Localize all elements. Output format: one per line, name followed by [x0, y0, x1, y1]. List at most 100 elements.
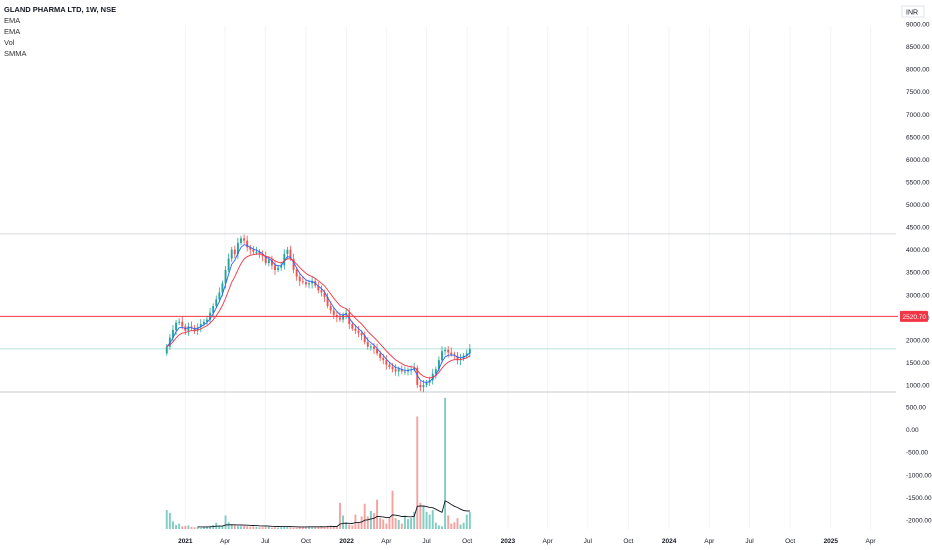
candle-body — [354, 328, 357, 331]
candle-body — [376, 348, 379, 354]
time-tick-label: Jul — [584, 538, 593, 545]
candle-body — [385, 360, 388, 365]
candle-body — [357, 330, 360, 334]
time-tick-label: 2024 — [662, 538, 677, 545]
candle-body — [338, 317, 341, 320]
volume-smma-line — [197, 500, 470, 528]
price-tick-label: 4500.00 — [906, 225, 930, 232]
volume-bar — [382, 519, 385, 529]
candle-body — [261, 254, 264, 257]
candle-body — [434, 369, 437, 374]
volume-bar — [453, 522, 456, 529]
candle-body — [286, 249, 289, 255]
volume-bar — [326, 525, 329, 529]
legend-ema-1[interactable]: EMA — [4, 16, 21, 25]
time-tick-label: Oct — [301, 538, 311, 545]
candle-body — [441, 351, 443, 361]
candle-body — [240, 238, 242, 243]
volume-bar — [450, 523, 453, 529]
candle-body — [199, 324, 202, 328]
volume-bar — [230, 524, 233, 529]
candle-body — [369, 346, 372, 348]
candle-body — [382, 357, 385, 361]
volume-bar — [252, 526, 255, 529]
volume-bar — [221, 525, 224, 529]
volume-bar — [301, 526, 304, 529]
price-markers: 2520.70 — [0, 310, 928, 322]
legend-smma[interactable]: SMMA — [4, 49, 27, 58]
legend-vol[interactable]: Vol — [4, 38, 15, 47]
volume-bar — [338, 502, 341, 529]
time-tick-label: Apr — [865, 538, 876, 545]
volume-bar — [295, 527, 298, 529]
legend-ema-2[interactable]: EMA — [4, 27, 21, 36]
volume-bar — [317, 526, 320, 529]
price-tick-label: 8000.00 — [906, 67, 930, 74]
volume-bar — [311, 527, 314, 529]
volume-bar — [202, 527, 205, 529]
volume-tick-label: -1000.00 — [906, 472, 932, 479]
volume-bar — [258, 527, 261, 529]
candle-body — [270, 259, 273, 266]
volume-tick-label: -2000.00 — [906, 518, 932, 525]
candle-body — [165, 346, 168, 354]
volume-bar — [286, 526, 289, 529]
volume-bar — [391, 490, 394, 529]
currency-box[interactable] — [901, 5, 925, 18]
candle-body — [246, 240, 249, 248]
candle-body — [196, 327, 199, 331]
time-tick-label: 2023 — [501, 538, 516, 545]
candle-body — [255, 251, 258, 253]
candle-body — [292, 258, 295, 270]
volume-bar — [459, 524, 462, 529]
price-tick-label: 3500.00 — [906, 270, 930, 277]
candle-body — [274, 265, 276, 270]
volume-bar — [274, 527, 276, 529]
volume-bar — [366, 516, 369, 529]
volume-bar — [298, 527, 301, 529]
volume-bar — [187, 525, 190, 529]
volume-bar — [369, 510, 372, 529]
candle-body — [413, 367, 416, 370]
volume-bar — [376, 499, 379, 529]
time-tick-label: Jul — [422, 538, 431, 545]
volume-bar — [447, 515, 450, 529]
candle-body — [342, 315, 345, 320]
volume-bar — [178, 523, 181, 529]
volume-bar — [264, 527, 267, 529]
volume-bar — [240, 526, 242, 529]
volume-tick-label: 500.00 — [906, 405, 926, 412]
candle-body — [373, 346, 375, 349]
price-marker-label: 2520.70 — [903, 314, 927, 321]
candle-body — [394, 369, 397, 372]
price-tick-label: 5000.00 — [906, 202, 930, 209]
volume-bar — [249, 526, 252, 529]
candle-body — [437, 360, 440, 370]
volume-bar — [246, 526, 249, 529]
time-tick-label: 2022 — [339, 538, 354, 545]
candle-body — [224, 269, 227, 284]
candle-body — [468, 348, 471, 354]
price-marker-badge — [900, 310, 928, 322]
volume-bar — [209, 525, 212, 529]
candle-body — [227, 258, 230, 270]
candle-body — [366, 342, 369, 347]
legend-title: GLAND PHARMA LTD, 1W, NSE — [4, 5, 117, 14]
candle-body — [326, 297, 329, 307]
volume-bar — [292, 527, 295, 529]
volume-tick-label: 0.00 — [906, 427, 919, 434]
candle-body — [175, 322, 178, 330]
volume-bar — [345, 522, 348, 529]
volume-bar — [206, 526, 208, 529]
candle-body — [320, 290, 323, 293]
volume-bar — [465, 514, 468, 529]
volume-bar — [363, 503, 366, 529]
price-tick-label: 8500.00 — [906, 44, 930, 51]
volume-bar — [199, 528, 202, 530]
volume-bar — [379, 517, 382, 529]
candle-body — [168, 337, 171, 347]
price-tick-label: 6500.00 — [906, 134, 930, 141]
price-candles — [165, 234, 471, 393]
volume-bar — [397, 520, 400, 529]
